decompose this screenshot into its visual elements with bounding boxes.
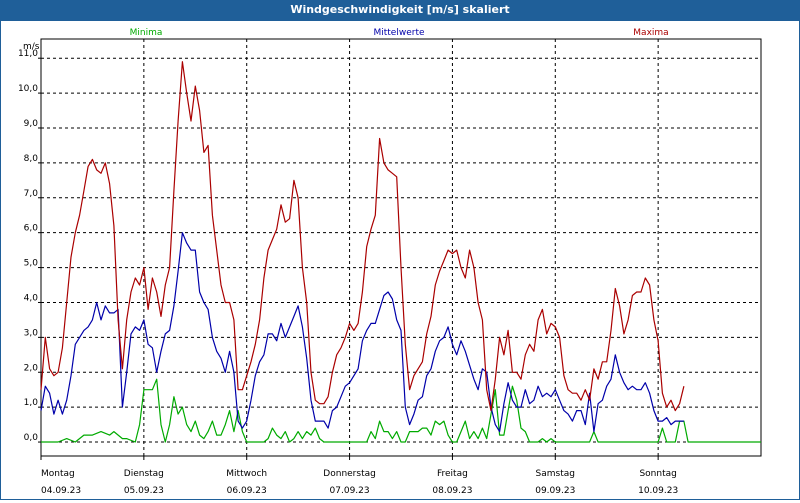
y-tick-label: 10,0 [18,84,38,94]
series-line-mittelwerte [40,232,684,433]
x-tick-label-day: Dienstag [124,469,164,479]
legend-mittelwerte: Mittelwerte [373,28,424,38]
x-tick-label-day: Sonntag [639,469,676,479]
y-tick-label: 8,0 [24,154,39,164]
y-tick-label: 0,0 [24,433,39,443]
x-tick-label-date: 06.09.23 [227,486,267,496]
x-tick-label-day: Montag [41,469,75,479]
legend-minima: Minima [130,28,163,38]
y-tick-label: 6,0 [24,224,39,234]
wind-speed-chart: 0,0 1,0 2,0 3,0 4,0 5,0 6,0 7,0 8,0 9,0 10,0 11,0m/… [18,28,762,496]
y-tick-label: 1,0 [24,398,39,408]
x-tick-label-day: Mittwoch [226,469,267,479]
y-tick-label: 11,0 [18,49,38,59]
series-line-minima [41,378,761,443]
x-tick-label-date: 07.09.23 [330,486,370,496]
chart-title: Windgeschwindigkeit [m/s] skaliert [0,0,800,20]
legend-maxima: Maxima [633,28,668,38]
y-tick-label: 9,0 [24,119,39,129]
y-tick-label: 4,0 [24,293,39,303]
x-tick-label-date: 08.09.23 [432,486,472,496]
x-tick-label-day: Donnerstag [323,469,376,479]
plot-border [40,38,762,457]
x-tick-label-date: 04.09.23 [41,486,81,496]
y-tick-label: 3,0 [24,328,39,338]
y-axis-label: m/s [23,42,40,52]
chart-frame: 0,0 1,0 2,0 3,0 4,0 5,0 6,0 7,0 8,0 9,0 10,0 11,0 m/… [0,20,800,500]
x-tick-label-date: 10.09.23 [638,486,678,496]
x-tick-label-date: 05.09.23 [124,486,164,496]
series-line-maxima [40,61,685,412]
y-tick-label: 5,0 [24,259,39,269]
x-tick-label-day: Samstag [536,469,575,479]
x-tick-label-day: Freitag [437,469,468,479]
x-tick-label-date: 09.09.23 [535,486,575,496]
y-tick-label: 7,0 [24,189,39,199]
y-tick-label: 2,0 [24,363,39,373]
